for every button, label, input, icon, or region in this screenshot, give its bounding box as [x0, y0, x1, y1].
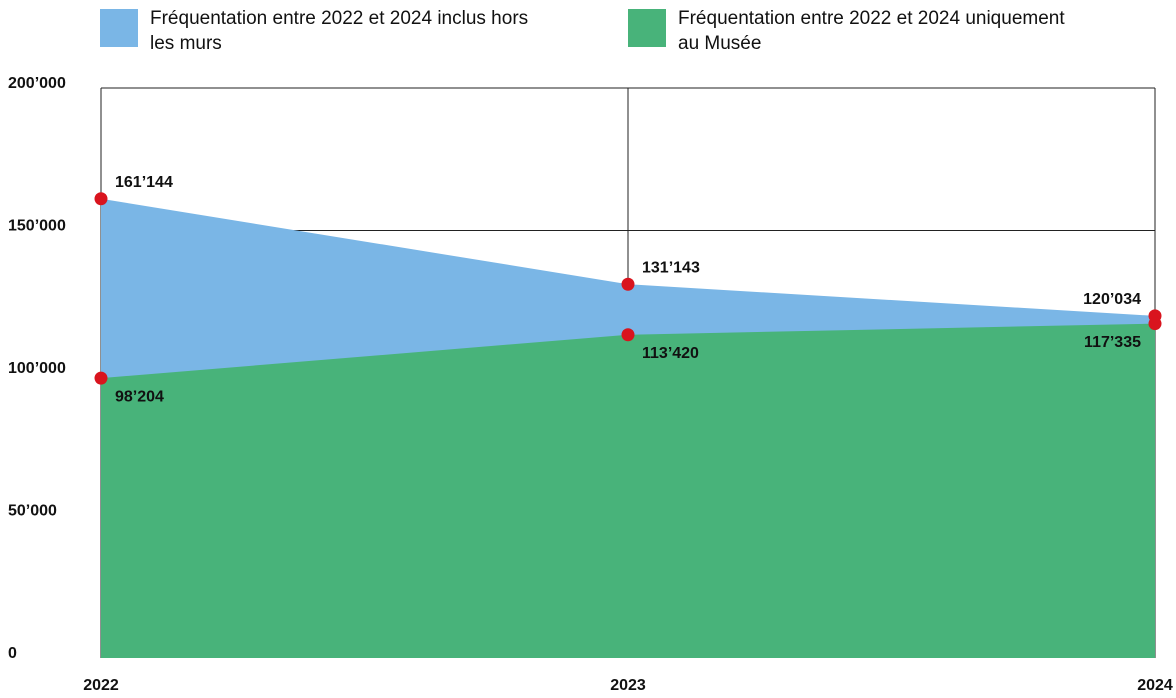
legend-item: Fréquentation entre 2022 et 2024 inclus …	[100, 6, 540, 56]
marker	[1148, 317, 1162, 331]
marker	[94, 371, 108, 385]
data-label: 161’144	[115, 174, 173, 191]
marker	[94, 192, 108, 206]
marker	[621, 277, 635, 291]
x-tick-label: 2024	[1137, 677, 1173, 694]
x-tick-label: 2023	[610, 677, 646, 694]
legend-label: Fréquentation entre 2022 et 2024 inclus …	[150, 8, 529, 54]
data-label: 131’143	[642, 259, 700, 276]
legend-item: Fréquentation entre 2022 et 2024 uniquem…	[628, 6, 1068, 56]
data-label: 113’420	[642, 345, 699, 362]
marker	[621, 328, 635, 342]
y-tick-label: 150’000	[8, 218, 66, 235]
legend-swatch	[100, 9, 138, 47]
data-label: 117’335	[1084, 334, 1141, 351]
y-tick-label: 200’000	[8, 75, 66, 92]
data-label: 120’034	[1083, 291, 1141, 308]
area	[101, 323, 1155, 658]
data-label: 98’204	[115, 388, 164, 405]
y-tick-label: 0	[8, 645, 17, 662]
y-tick-label: 50’000	[8, 503, 57, 520]
x-tick-label: 2022	[83, 677, 119, 694]
legend-swatch	[628, 9, 666, 47]
legend-label: Fréquentation entre 2022 et 2024 uniquem…	[678, 8, 1065, 54]
y-tick-label: 100’000	[8, 360, 66, 377]
